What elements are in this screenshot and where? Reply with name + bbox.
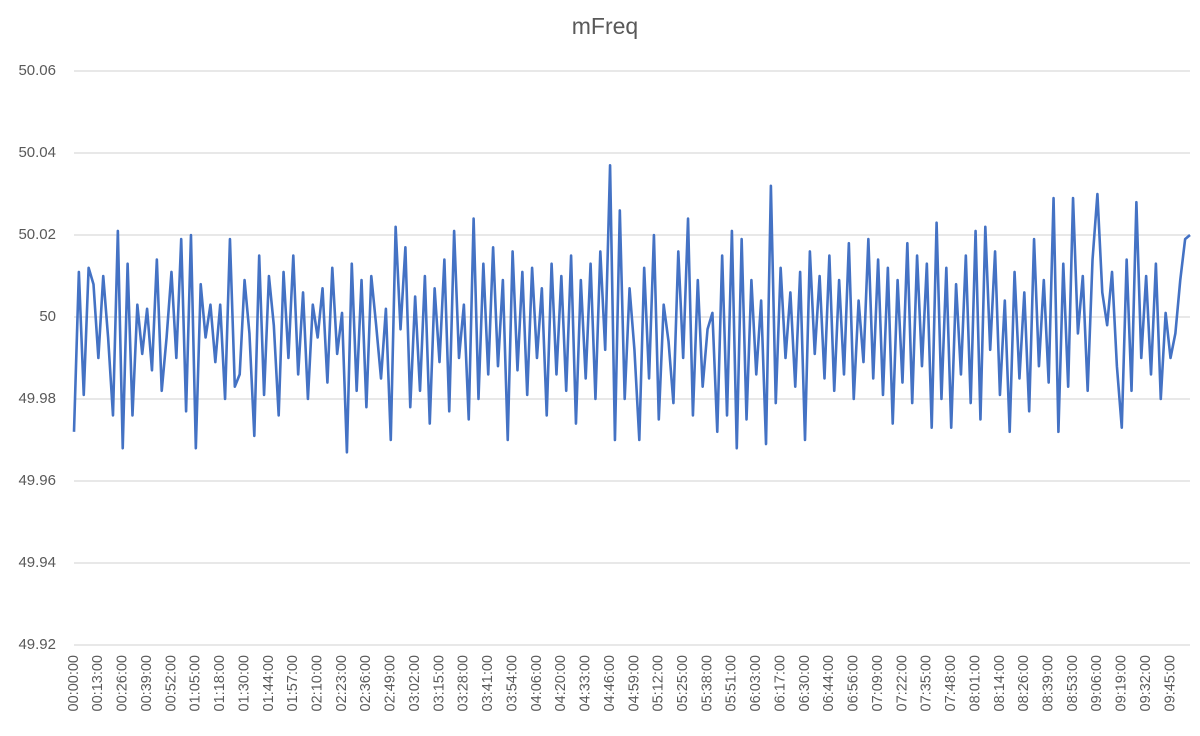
x-tick-label: 03:02:00: [407, 655, 423, 711]
x-tick-label: 09:19:00: [1114, 655, 1130, 711]
y-tick-label: 49.94: [18, 554, 56, 571]
y-tick-label: 50.06: [18, 62, 56, 79]
x-tick-label: 07:22:00: [894, 655, 910, 711]
x-tick-label: 00:39:00: [139, 655, 155, 711]
x-tick-label: 01:18:00: [212, 655, 228, 711]
y-tick-label: 50.04: [18, 144, 56, 161]
x-tick-label: 02:10:00: [309, 655, 325, 711]
x-tick-label: 08:26:00: [1016, 655, 1032, 711]
x-tick-label: 06:03:00: [748, 655, 764, 711]
x-tick-label: 08:14:00: [992, 655, 1008, 711]
x-tick-label: 03:15:00: [431, 655, 447, 711]
y-tick-label: 49.92: [18, 636, 56, 653]
x-tick-label: 01:57:00: [285, 655, 301, 711]
chart-title: mFreq: [572, 13, 638, 39]
x-tick-label: 04:06:00: [529, 655, 545, 711]
x-tick-label: 07:09:00: [870, 655, 886, 711]
data-line: [72, 164, 1191, 454]
x-tick-label: 03:41:00: [480, 655, 496, 711]
x-tick-label: 08:01:00: [967, 655, 983, 711]
x-tick-label: 05:38:00: [699, 655, 715, 711]
y-tick-label: 49.96: [18, 472, 56, 489]
x-tick-label: 08:53:00: [1065, 655, 1081, 711]
x-tick-label: 00:00:00: [66, 655, 82, 711]
x-tick-label: 08:39:00: [1041, 655, 1057, 711]
x-tick-label: 01:44:00: [261, 655, 277, 711]
x-tick-label: 02:49:00: [383, 655, 399, 711]
x-tick-label: 00:52:00: [163, 655, 179, 711]
x-tick-label: 01:30:00: [236, 655, 252, 711]
x-tick-label: 06:17:00: [772, 655, 788, 711]
x-tick-label: 09:45:00: [1162, 655, 1178, 711]
x-tick-label: 00:13:00: [90, 655, 106, 711]
x-tick-label: 04:33:00: [578, 655, 594, 711]
x-tick-label: 00:26:00: [115, 655, 131, 711]
x-tick-label: 02:23:00: [334, 655, 350, 711]
x-tick-label: 04:46:00: [602, 655, 618, 711]
y-tick-label: 49.98: [18, 390, 56, 407]
x-tick-label: 06:44:00: [821, 655, 837, 711]
x-tick-label: 05:12:00: [651, 655, 667, 711]
x-tick-label: 06:56:00: [846, 655, 862, 711]
x-tick-label: 09:06:00: [1089, 655, 1105, 711]
x-tick-label: 04:59:00: [626, 655, 642, 711]
x-tick-label: 05:25:00: [675, 655, 691, 711]
x-tick-label: 05:51:00: [724, 655, 740, 711]
x-tick-label: 02:36:00: [358, 655, 374, 711]
x-tick-label: 07:48:00: [943, 655, 959, 711]
x-tick-label: 09:32:00: [1138, 655, 1154, 711]
x-tick-label: 07:35:00: [919, 655, 935, 711]
x-tick-label: 04:20:00: [553, 655, 569, 711]
x-tick-label: 03:28:00: [456, 655, 472, 711]
x-tick-label: 06:30:00: [797, 655, 813, 711]
x-tick-label: 01:05:00: [188, 655, 204, 711]
x-tick-label: 03:54:00: [504, 655, 520, 711]
y-tick-label: 50.02: [18, 226, 56, 243]
y-tick-label: 50: [39, 308, 56, 325]
